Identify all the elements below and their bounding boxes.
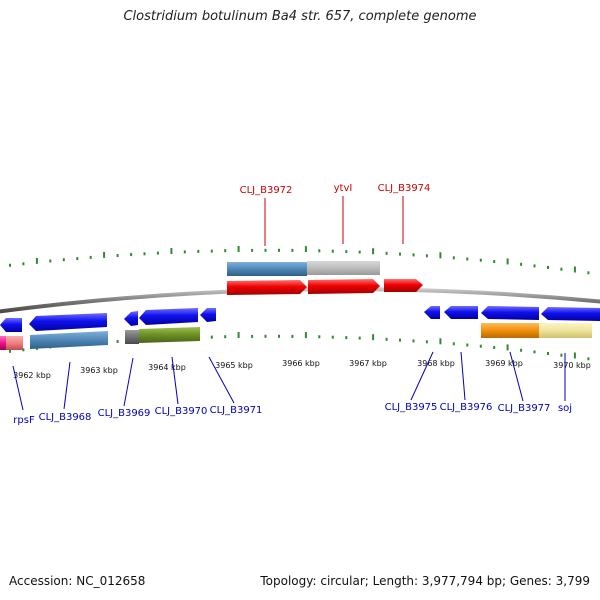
tick-row-top: [9, 246, 590, 275]
gene-label-clj-b3968[interactable]: CLJ_B3968: [39, 412, 92, 423]
gene-arrow-clj-b3977[interactable]: [481, 306, 539, 320]
gene-label-clj-b3976[interactable]: CLJ_B3976: [440, 402, 493, 413]
scale-label: 3965 kbp: [215, 361, 253, 370]
scale-label: 3962 kbp: [13, 371, 51, 380]
scale-label: 3970 kbp: [553, 361, 591, 370]
gene-arrow-ytvi[interactable]: [308, 279, 380, 294]
scale-label: 3969 kbp: [485, 359, 523, 368]
scale-label: 3964 kbp: [148, 363, 186, 372]
gene-arrow-clj-b3970[interactable]: [139, 308, 198, 325]
page-title: Clostridium botulinum Ba4 str. 657, comp…: [123, 9, 477, 24]
gene-arrow-clj-b3971[interactable]: [200, 308, 216, 322]
scale-label: 3963 kbp: [80, 366, 118, 375]
feature-clj-b3975-b3976-orange[interactable]: [481, 323, 539, 338]
feature-clj-b3968[interactable]: [30, 331, 108, 349]
gene-label-rpsf[interactable]: rpsF: [13, 415, 35, 426]
gene-label-clj-b3972[interactable]: CLJ_B3972: [240, 185, 293, 196]
gene-label-clj-b3975[interactable]: CLJ_B3975: [385, 402, 438, 413]
scale-labels: 3962 kbp 3963 kbp 3964 kbp 3965 kbp 3966…: [13, 359, 591, 380]
gene-arrow-clj-b3975[interactable]: [424, 306, 440, 319]
gene-arrow-clj-b3974[interactable]: [384, 279, 423, 292]
gene-arrow-rpsf[interactable]: [0, 318, 22, 332]
gene-label-clj-b3974[interactable]: CLJ_B3974: [378, 183, 431, 194]
feature-clj-b3969[interactable]: [125, 330, 139, 344]
feature-magenta[interactable]: [0, 336, 6, 350]
gene-label-soj[interactable]: soj: [558, 403, 572, 414]
feature-ytvi[interactable]: [307, 261, 380, 275]
gene-label-clj-b3970[interactable]: CLJ_B3970: [155, 406, 208, 417]
bottom-label-lines: [12, 351, 566, 411]
feature-clj-b3972[interactable]: [227, 262, 307, 276]
scale-label: 3966 kbp: [282, 359, 320, 368]
gene-arrow-clj-b3976[interactable]: [444, 306, 478, 319]
gene-label-clj-b3977[interactable]: CLJ_B3977: [498, 403, 551, 414]
genome-info-text: Topology: circular; Length: 3,977,794 bp…: [260, 574, 590, 588]
gene-label-clj-b3971[interactable]: CLJ_B3971: [210, 405, 263, 416]
accession-text: Accession: NC_012658: [9, 574, 146, 588]
top-gene-labels: CLJ_B3972 ytvI CLJ_B3974: [240, 183, 431, 196]
gene-arrow-clj-b3969[interactable]: [124, 311, 138, 326]
gene-arrow-clj-b3972[interactable]: [227, 280, 307, 295]
feature-soj-khaki[interactable]: [539, 323, 592, 338]
scale-label: 3968 kbp: [417, 359, 455, 368]
gene-arrow-clj-b3968[interactable]: [29, 313, 107, 331]
feature-rpsf[interactable]: [6, 336, 23, 350]
scale-label: 3967 kbp: [349, 359, 387, 368]
bottom-gene-labels: rpsF CLJ_B3968 CLJ_B3969 CLJ_B3970 CLJ_B…: [13, 402, 572, 426]
gene-label-ytvi[interactable]: ytvI: [334, 183, 353, 194]
gene-arrow-soj[interactable]: [541, 307, 600, 321]
top-label-lines: [264, 196, 404, 246]
feature-clj-b3970[interactable]: [139, 327, 200, 343]
gene-label-clj-b3969[interactable]: CLJ_B3969: [98, 408, 151, 419]
